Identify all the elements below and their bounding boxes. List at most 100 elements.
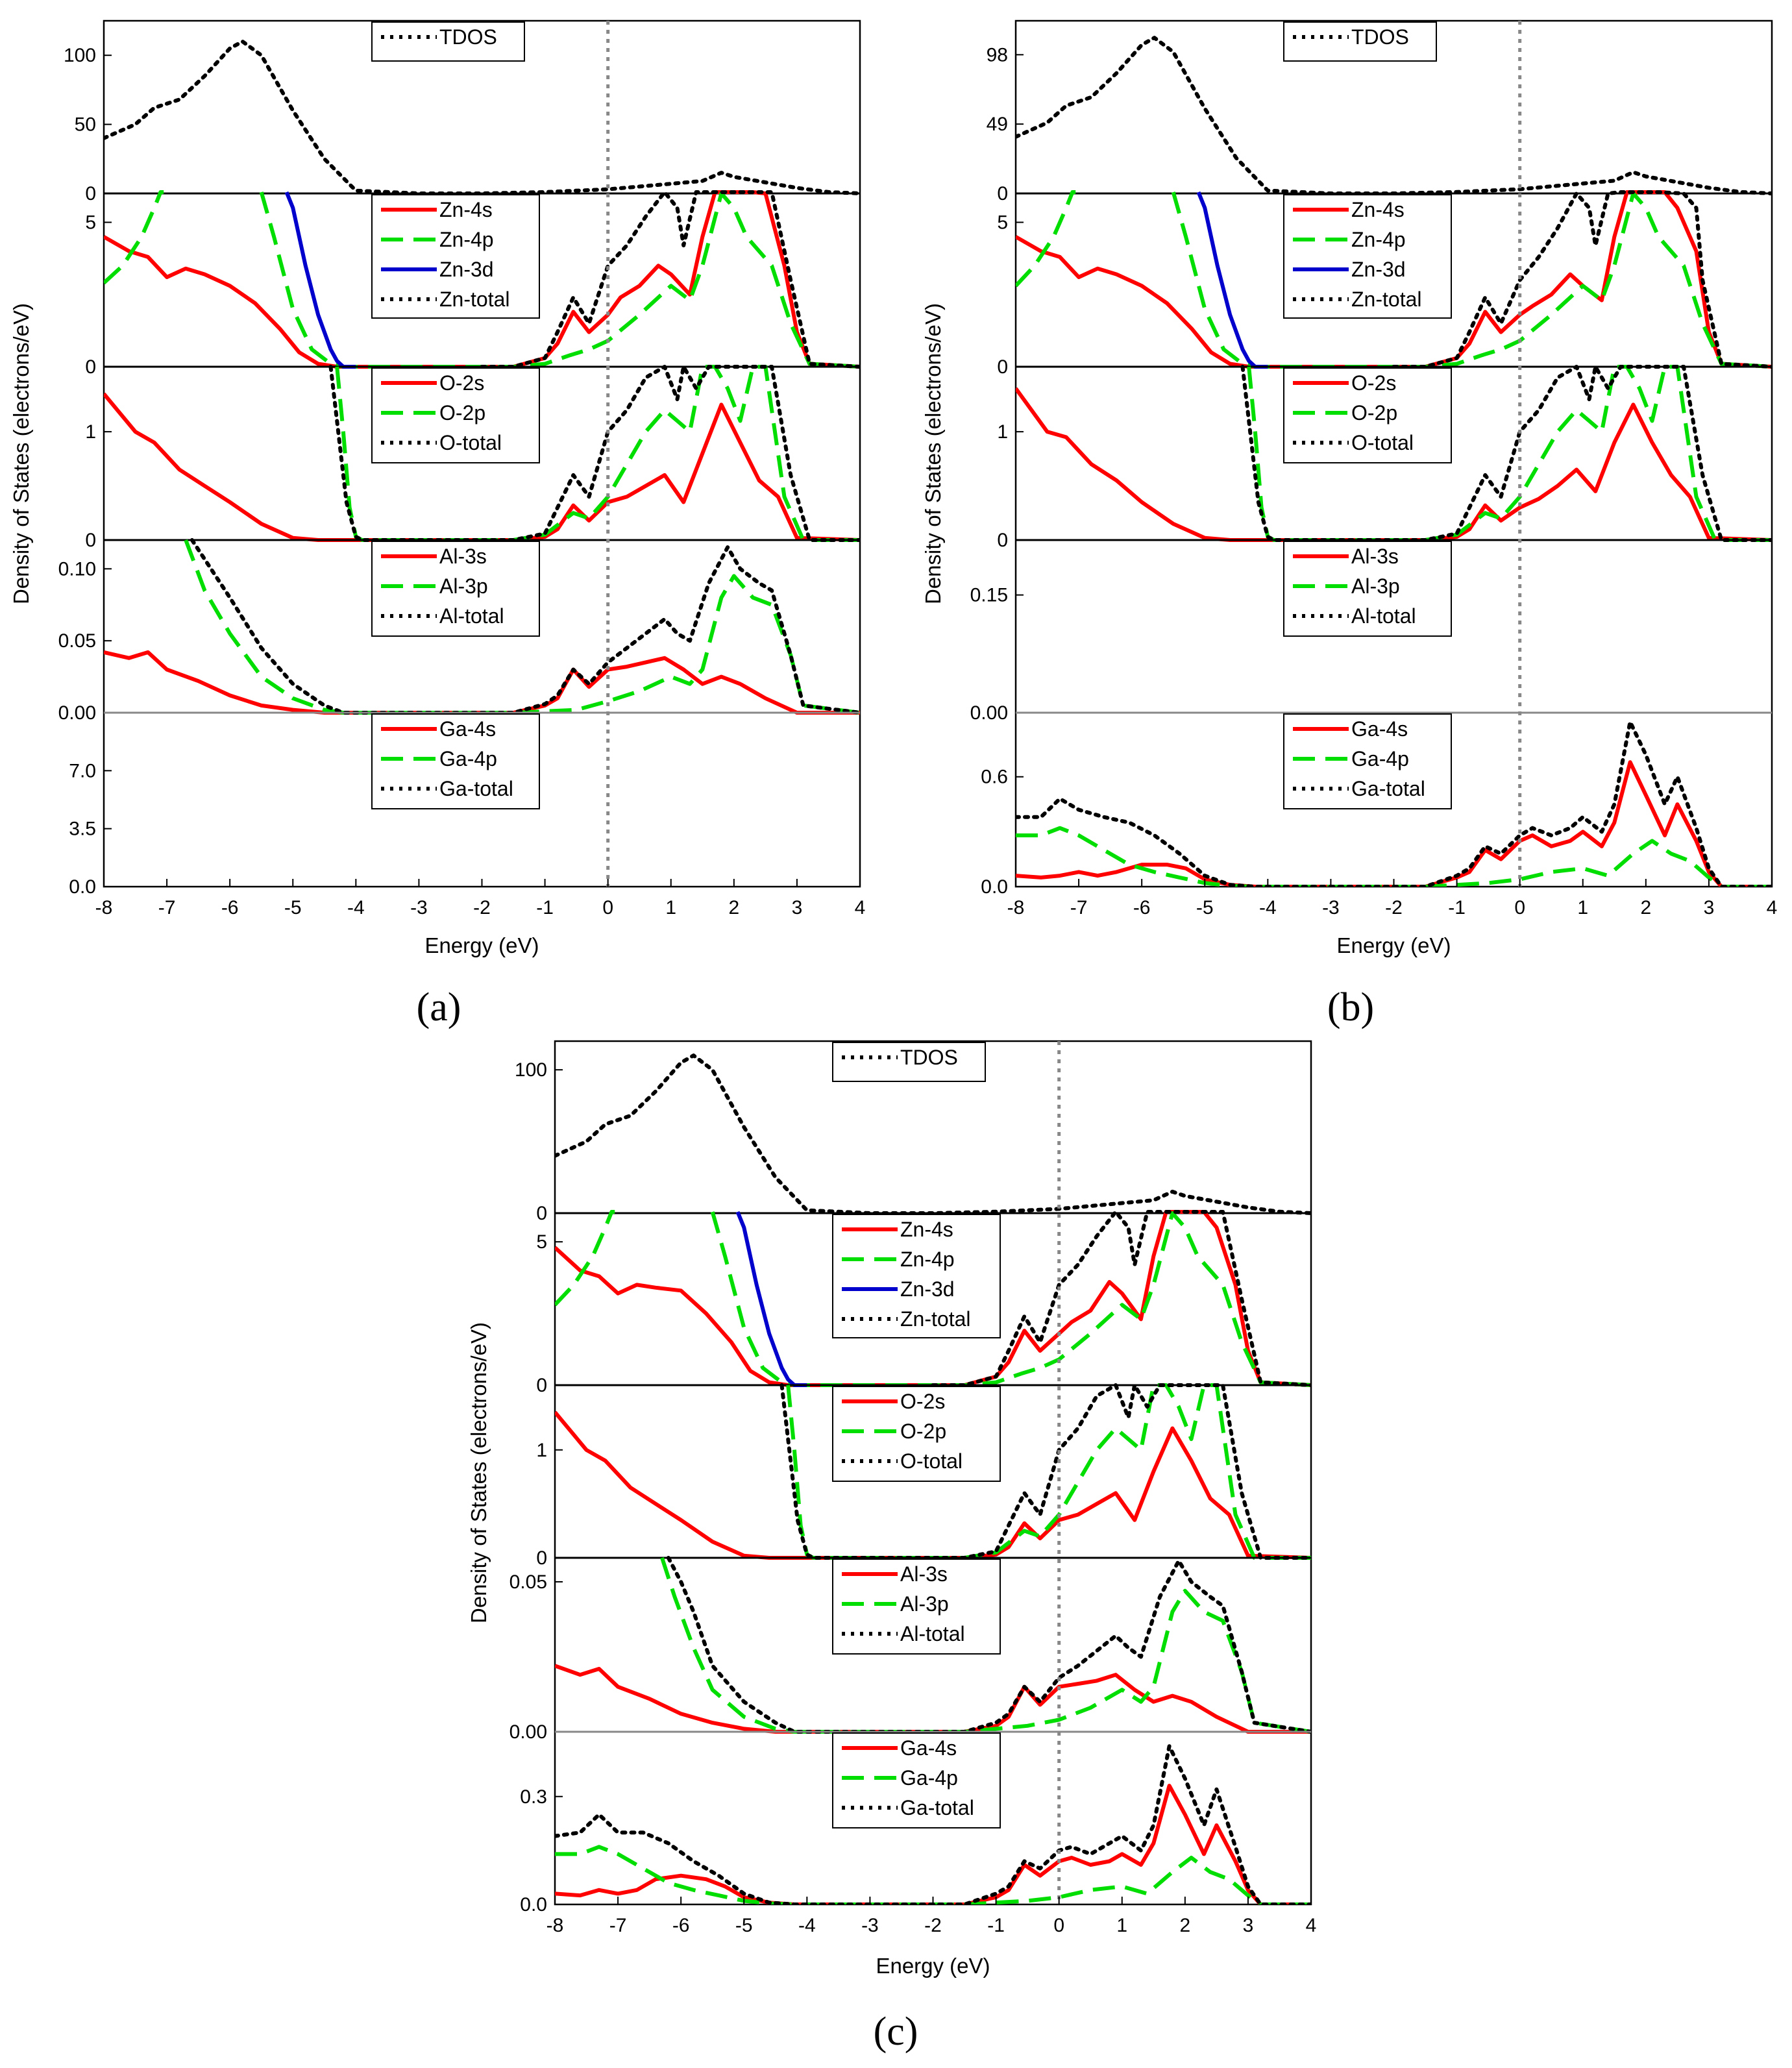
x-axis-title: Energy (eV) — [424, 933, 539, 957]
legend-2: O-2s O-2p O-total — [1283, 367, 1452, 463]
series-o-total — [328, 365, 860, 542]
series-zn-total — [480, 190, 860, 369]
legend-label-o-2p: O-2p — [439, 401, 485, 425]
legend-label-zn-4p: Zn-4p — [1351, 228, 1406, 251]
panel-a: 050100TDOS05Zn-4sZn-4pZn-3dZn-total01O-2… — [9, 19, 865, 957]
series-zn-4p — [555, 1210, 615, 1307]
series-o-total — [779, 1383, 1311, 1560]
legend-label-tdos: TDOS — [1351, 25, 1409, 49]
y-axis-title: Density of States (electrons/eV) — [467, 1322, 491, 1623]
legend-label-zn-total: Zn-total — [439, 288, 509, 311]
y-tick-label: 1 — [997, 421, 1008, 443]
series-ga-4s — [1016, 760, 1772, 887]
legend-1: Zn-4s Zn-4p Zn-3d Zn-total — [371, 194, 540, 319]
y-tick-label: 100 — [64, 45, 96, 66]
x-axis-title: Energy (eV) — [1336, 933, 1451, 957]
legend-label-al-3s: Al-3s — [1351, 545, 1399, 568]
subplot-series — [104, 538, 860, 715]
legend-label-al-3p: Al-3p — [1351, 574, 1400, 598]
x-tick-label: -6 — [1133, 897, 1151, 918]
legend-3: Al-3s Al-3p Al-total — [371, 541, 540, 637]
legend-3: Al-3s Al-3p Al-total — [832, 1558, 1001, 1655]
x-tick-label: -8 — [546, 1915, 564, 1936]
y-tick-label: 98 — [987, 44, 1008, 66]
x-tick-label: -6 — [221, 897, 239, 918]
legend-label-tdos: TDOS — [900, 1046, 958, 1069]
legend-label-al-3s: Al-3s — [900, 1562, 948, 1586]
y-tick-label: 50 — [75, 114, 96, 136]
y-tick-label: 0 — [997, 356, 1008, 378]
legend-2: O-2s O-2p O-total — [832, 1386, 1001, 1482]
subplot-4: 0.0 0.6 — [981, 720, 1772, 898]
panel-label-a: (a) — [417, 985, 461, 1029]
legend-label-o-2s: O-2s — [1351, 371, 1396, 395]
y-tick-label: 5 — [85, 212, 96, 234]
y-tick-label: 0.05 — [58, 630, 96, 652]
x-tick-label: -5 — [1196, 897, 1214, 918]
legend-box — [832, 1042, 986, 1082]
legend-label-ga-total: Ga-total — [439, 777, 513, 800]
legend-label-ga-4p: Ga-4p — [439, 747, 497, 770]
x-tick-label: -3 — [410, 897, 428, 918]
series-zn-4s — [555, 1210, 1311, 1387]
legend-label-ga-4p: Ga-4p — [1351, 747, 1409, 770]
legend-label-o-total: O-total — [900, 1449, 963, 1473]
y-tick-label: 0 — [997, 183, 1008, 204]
y-tick-label: 0.10 — [58, 558, 96, 580]
x-tick-label: -8 — [1007, 897, 1025, 918]
x-tick-label: -4 — [347, 897, 365, 918]
series-o-2s — [104, 392, 860, 542]
y-tick-label: 0.00 — [509, 1721, 547, 1743]
x-tick-label: -5 — [284, 897, 302, 918]
legend-label-ga-4p: Ga-4p — [900, 1766, 958, 1790]
legend-label-o-2p: O-2p — [900, 1420, 946, 1443]
subplot-series — [104, 39, 860, 195]
series-al-3p — [660, 1557, 1311, 1734]
panel-b: 0 49 98 TDOS 0 5 Zn-4s Zn-4p Zn-3d Zn-total 0 1 O-2s… — [921, 19, 1777, 957]
legend-label-ga-4s: Ga-4s — [900, 1736, 957, 1760]
x-tick-label: -2 — [473, 897, 491, 918]
y-tick-label: 0.0 — [69, 876, 96, 898]
subplot-3: 0.00 0.05 0.10 — [58, 538, 860, 724]
legend-1: Zn-4s Zn-4p Zn-3d Zn-total — [1283, 194, 1452, 319]
legend-label-zn-3d: Zn-3d — [1351, 258, 1406, 281]
legend-label-al-3p: Al-3p — [439, 574, 488, 598]
series-ga-total — [1016, 720, 1772, 887]
y-tick-label: 1 — [85, 421, 96, 443]
y-tick-label: 0.15 — [970, 585, 1008, 606]
subplot-series — [1016, 36, 1772, 195]
x-tick-label: 2 — [728, 897, 739, 918]
series-zn-total — [931, 1210, 1311, 1387]
subplot-series — [1016, 720, 1772, 887]
y-tick-label: 5 — [536, 1231, 547, 1253]
legend-2: O-2s O-2p O-total — [371, 367, 540, 463]
y-tick-label: 49 — [987, 114, 1008, 135]
legend-label-zn-4p: Zn-4p — [900, 1248, 955, 1271]
subplot-4: 0.0 0.3 — [520, 1744, 1311, 1915]
y-tick-label: 0.05 — [509, 1571, 547, 1593]
legend-box — [371, 21, 525, 62]
subplot-0: 0 49 98 — [987, 36, 1772, 204]
x-tick-label: 1 — [1116, 1915, 1127, 1936]
x-tick-label: -3 — [1322, 897, 1340, 918]
series-zn-total — [1392, 190, 1772, 369]
series-zn-3d — [1196, 191, 1268, 369]
legend-label-zn-4s: Zn-4s — [1351, 198, 1405, 221]
x-tick-label: -6 — [672, 1915, 690, 1936]
y-tick-label: 7.0 — [69, 760, 96, 782]
legend-label-zn-4s: Zn-4s — [900, 1218, 953, 1241]
x-tick-label: -8 — [95, 897, 113, 918]
legend-label-al-3p: Al-3p — [900, 1592, 949, 1616]
y-tick-label: 0 — [536, 1203, 547, 1224]
y-tick-label: 0.00 — [58, 702, 96, 724]
series-o-2s — [1016, 387, 1772, 542]
legend-label-al-3s: Al-3s — [439, 545, 487, 568]
legend-3: Al-3s Al-3p Al-total — [1283, 541, 1452, 637]
x-tick-label: -5 — [735, 1915, 753, 1936]
y-tick-label: 0 — [997, 530, 1008, 551]
x-tick-label: -1 — [1448, 897, 1466, 918]
y-tick-label: 0 — [85, 530, 96, 551]
x-tick-label: -2 — [924, 1915, 942, 1936]
x-tick-label: -4 — [1259, 897, 1277, 918]
series-al-3s — [104, 650, 860, 715]
